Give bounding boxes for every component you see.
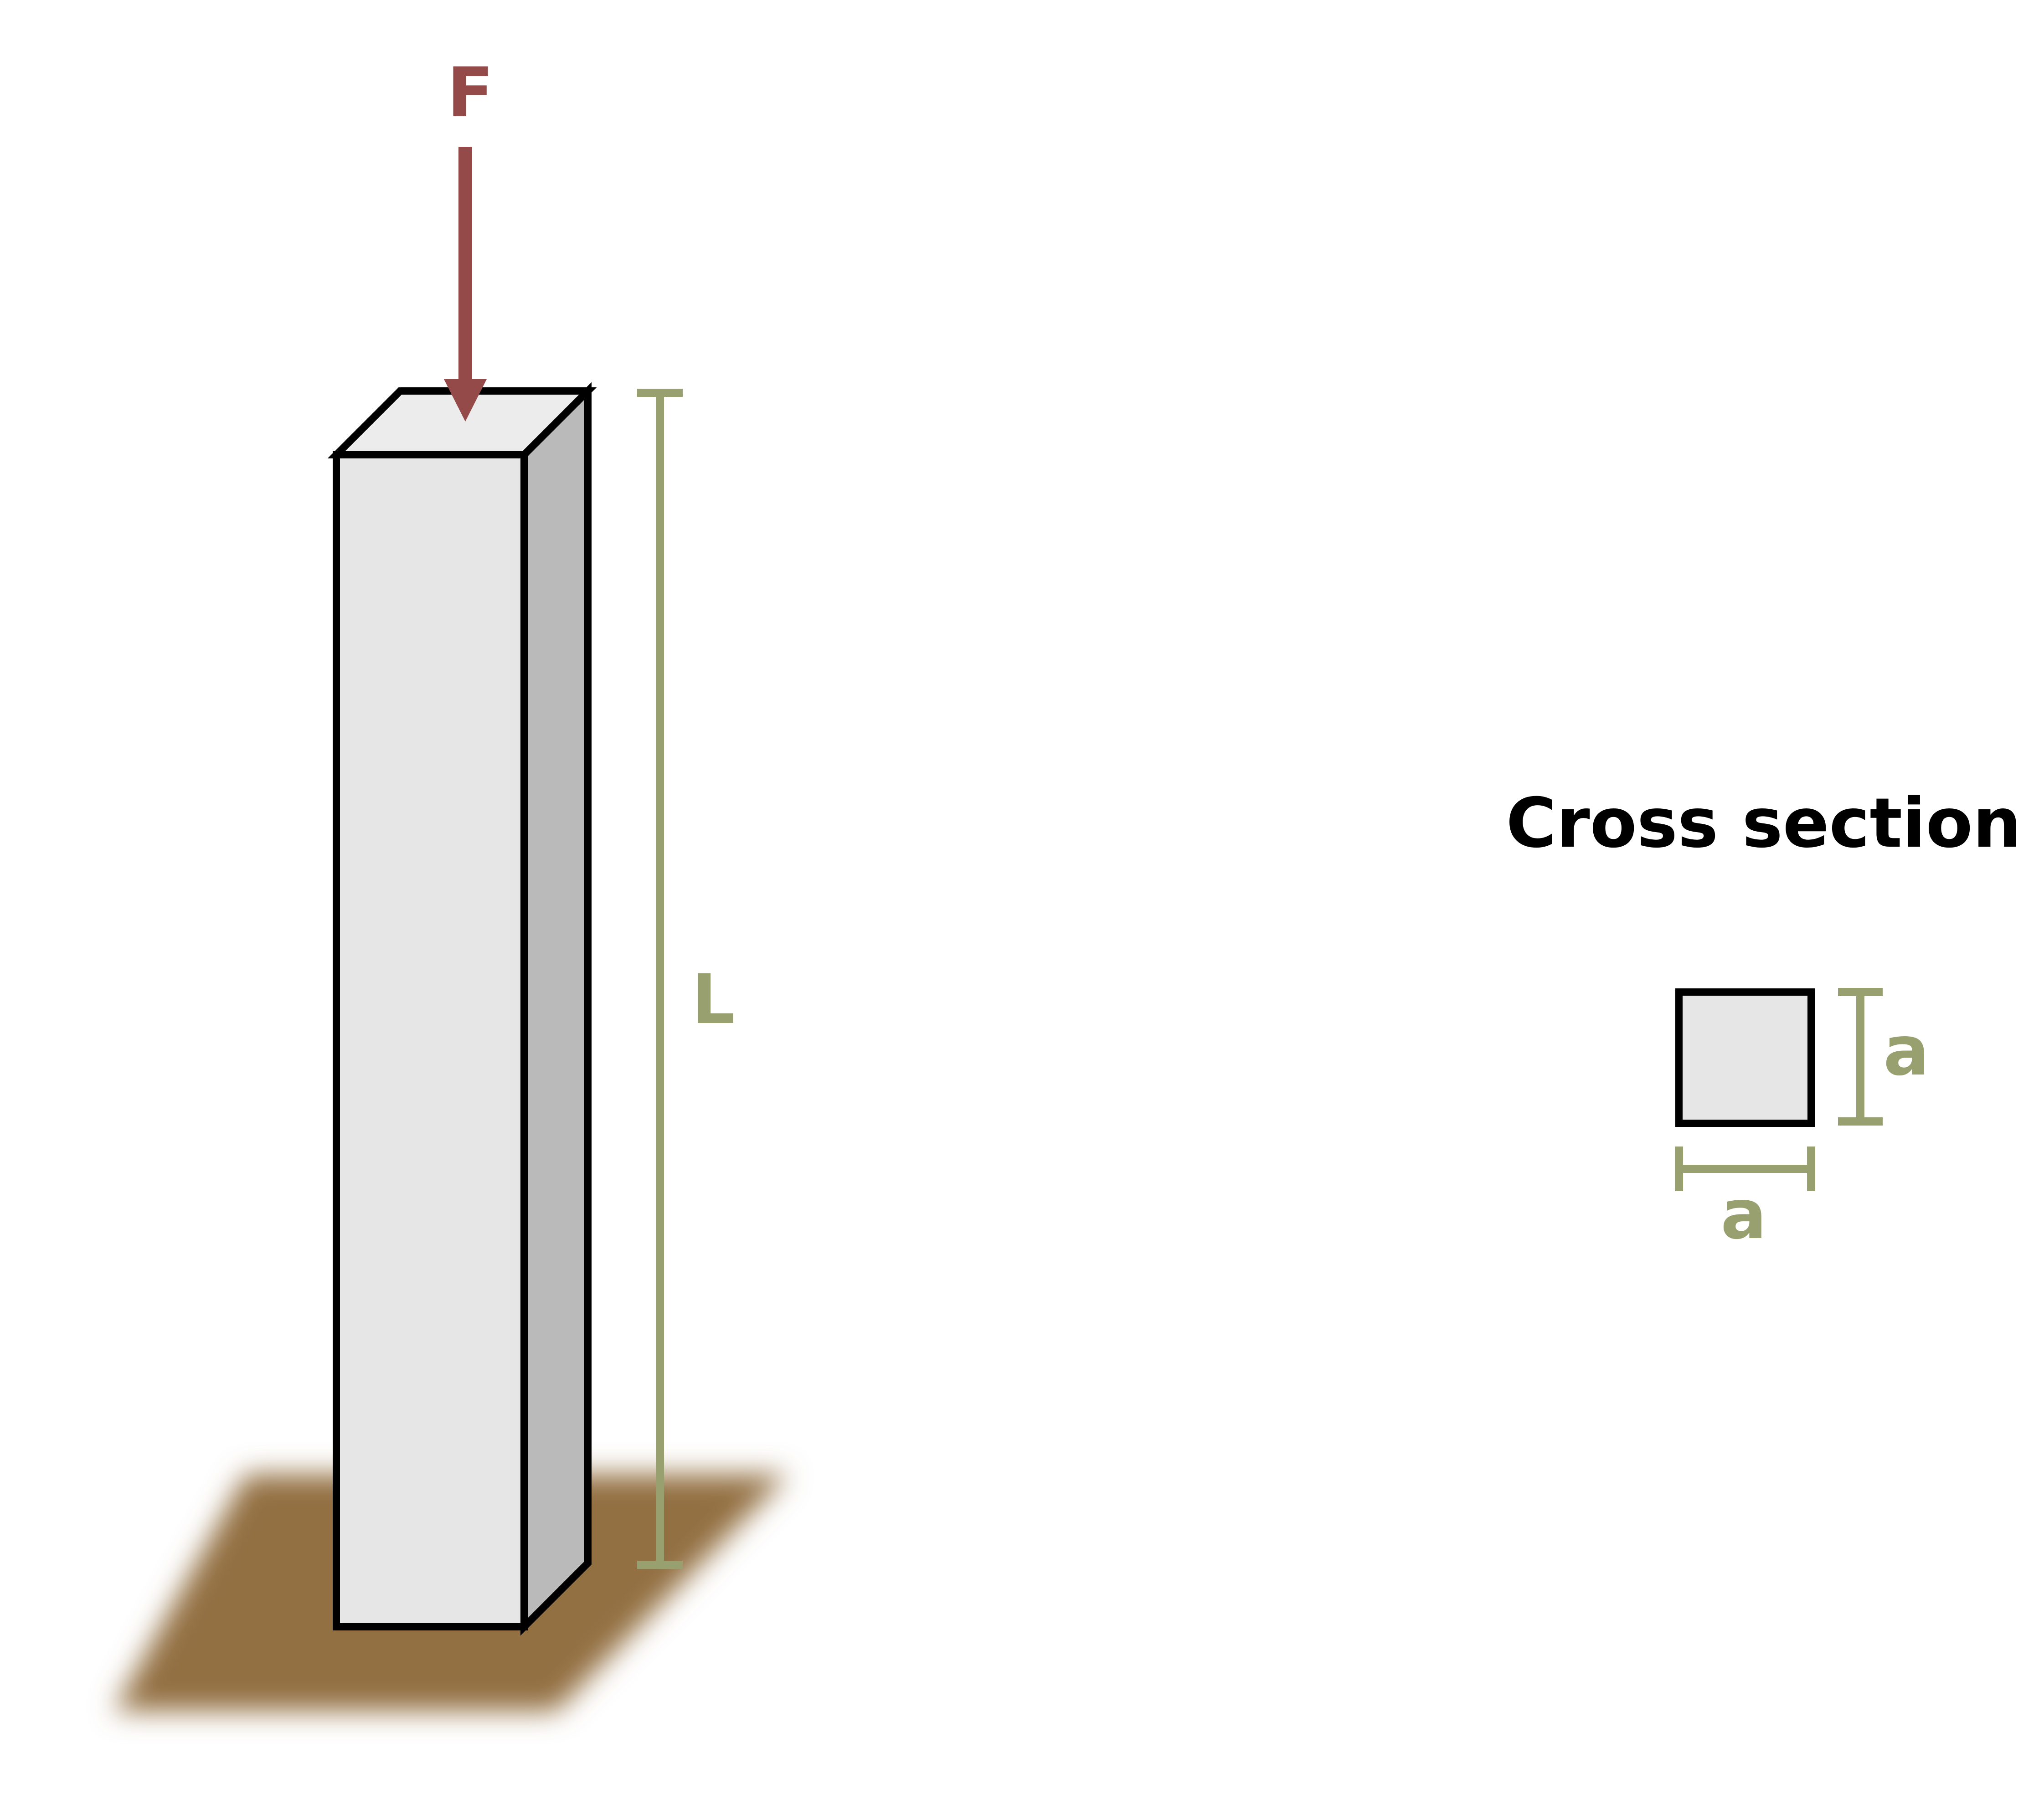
column-front-face [333,451,528,1630]
force-arrow-shaft [458,147,472,384]
column-side-face [520,382,592,1636]
cross-section-horizontal-dimension [1675,1147,1815,1191]
side-vertical-label: a [1883,1012,1929,1091]
force-arrow [444,147,487,422]
force-arrow-head [444,379,487,422]
cross-section-vertical-dimension [1838,988,1883,1126]
cross-section-title: Cross section [1506,784,2022,863]
length-label: L [691,960,735,1039]
cross-section-square [1675,988,1815,1127]
length-dimension [637,389,683,1569]
side-horizontal-label: a [1720,1175,1766,1255]
force-label: F [447,53,494,133]
